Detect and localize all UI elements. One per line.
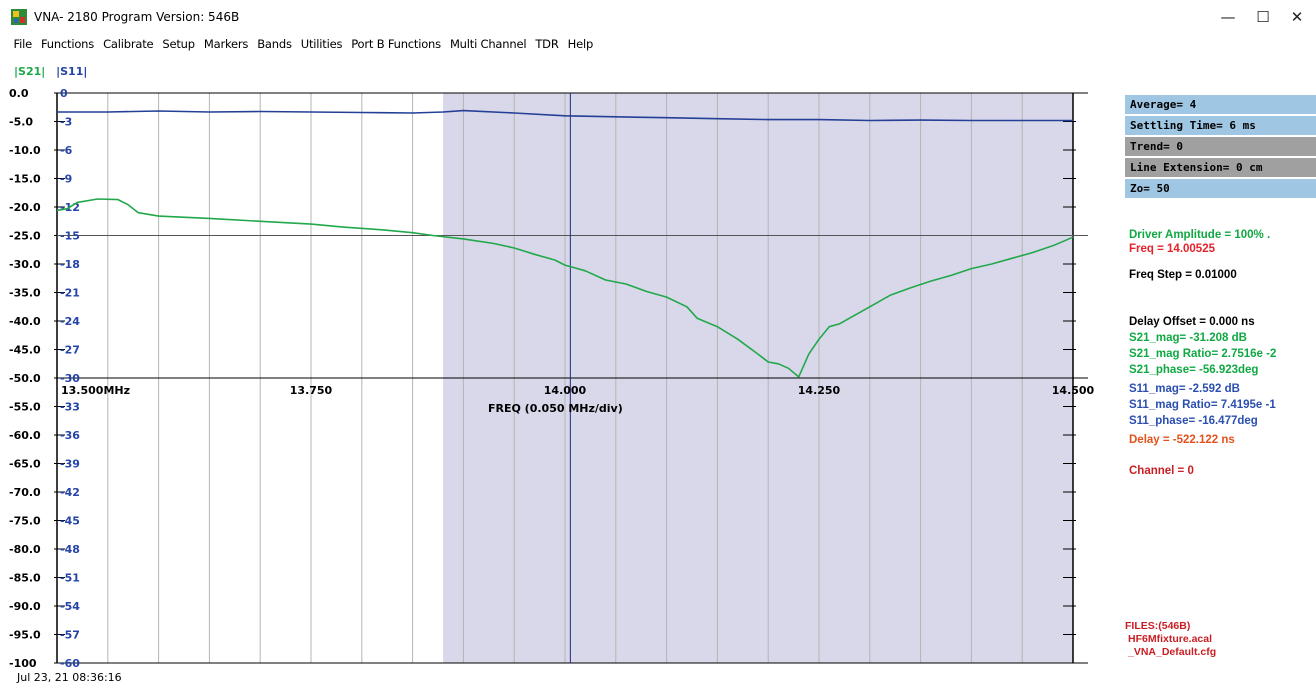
x-tick-label: 14.500	[1052, 384, 1095, 397]
freq-div-label: FREQ (0.050 MHz/div)	[488, 402, 623, 415]
y-tick-label-right: -54	[60, 600, 80, 613]
timestamp: Jul 23, 21 08:36:16	[17, 671, 122, 683]
s11-trace	[57, 109, 1073, 122]
y-tick-label-right: -21	[60, 287, 80, 300]
y-tick-label-right: -9	[60, 173, 72, 186]
y-tick-label-left: -80.0	[9, 543, 41, 556]
delay-offset-readout: Delay Offset = 0.000 ns	[1129, 316, 1255, 328]
menu-bar: File Functions Calibrate Setup Markers B…	[0, 34, 1316, 54]
y-tick-label-left: -20.0	[9, 201, 41, 214]
y-tick-label-right: -51	[60, 572, 80, 585]
trace-legend: |S21| |S11|	[14, 65, 87, 78]
y-tick-label-left: -75.0	[9, 515, 41, 528]
y-tick-label-left: -60.0	[9, 429, 41, 442]
freq-readout: Freq = 14.00525	[1129, 243, 1215, 255]
y-tick-label-right: -36	[60, 429, 80, 442]
y-tick-label-right: -48	[60, 543, 80, 556]
y-tick-label-right: -57	[60, 629, 80, 642]
line-extension-box[interactable]: Line Extension= 0 cm	[1125, 158, 1316, 177]
y-tick-label-right: -30	[60, 372, 80, 385]
menu-calibrate[interactable]: Calibrate	[103, 37, 154, 51]
x-tick-label: 14.000	[544, 384, 587, 397]
y-tick-label-left: -65.0	[9, 458, 41, 471]
y-tick-label-left: 0.0	[9, 87, 29, 100]
x-tick-label: 13.500MHz	[61, 384, 130, 397]
channel-readout: Channel = 0	[1129, 465, 1194, 477]
window-title: VNA- 2180 Program Version: 546B	[34, 10, 240, 24]
y-tick-label-left: -10.0	[9, 144, 41, 157]
s21-trace	[56, 198, 1074, 378]
menu-bands[interactable]: Bands	[257, 37, 292, 51]
menu-setup[interactable]: Setup	[162, 37, 195, 51]
y-tick-label-left: -50.0	[9, 372, 41, 385]
minimize-button[interactable]: —	[1220, 8, 1236, 26]
settling-time-box[interactable]: Settling Time= 6 ms	[1125, 116, 1316, 135]
menu-utilities[interactable]: Utilities	[300, 37, 343, 51]
app-icon	[11, 9, 27, 25]
y-tick-label-right: -45	[60, 515, 80, 528]
freq-step-readout: Freq Step = 0.01000	[1129, 269, 1237, 281]
x-tick-label: 13.750	[290, 384, 333, 397]
zo-box[interactable]: Zo= 50	[1125, 179, 1316, 198]
y-tick-label-left: -100	[9, 657, 37, 670]
menu-markers[interactable]: Markers	[203, 37, 249, 51]
y-tick-label-left: -95.0	[9, 629, 41, 642]
driver-amplitude-readout: Driver Amplitude = 100% .	[1129, 229, 1271, 241]
files-panel: FILES:(546B) HF6Mfixture.acal _VNA_Defau…	[1125, 620, 1216, 659]
y-tick-label-right: -39	[60, 458, 80, 471]
s11-phase-readout: S11_phase= -16.477deg	[1129, 415, 1258, 427]
y-tick-label-left: -40.0	[9, 315, 41, 328]
x-tick-label: 14.250	[798, 384, 841, 397]
y-tick-label-right: -24	[60, 315, 80, 328]
maximize-button[interactable]: ☐	[1256, 8, 1270, 26]
y-tick-label-left: -30.0	[9, 258, 41, 271]
cal-file: HF6Mfixture.acal	[1128, 633, 1213, 645]
menu-file[interactable]: File	[13, 37, 33, 51]
y-tick-label-left: -15.0	[9, 173, 41, 186]
y-tick-label-right: 0	[60, 87, 68, 100]
y-tick-label-left: -35.0	[9, 287, 41, 300]
delay-readout: Delay = -522.122 ns	[1129, 434, 1235, 446]
average-box[interactable]: Average= 4	[1125, 95, 1316, 114]
s21-phase-readout: S21_phase= -56.923deg	[1129, 364, 1259, 376]
s21-ratio-readout: S21_mag Ratio= 2.7516e -2	[1129, 348, 1277, 360]
menu-tdr[interactable]: TDR	[535, 37, 559, 51]
trend-box[interactable]: Trend= 0	[1125, 137, 1316, 156]
y-tick-label-left: -25.0	[9, 230, 41, 243]
close-button[interactable]: ✕	[1290, 8, 1304, 26]
s11-mag-readout: S11_mag= -2.592 dB	[1129, 383, 1240, 395]
files-header: FILES:(546B)	[1125, 620, 1191, 632]
y-tick-label-right: -42	[60, 486, 80, 499]
y-tick-label-right: -15	[60, 230, 80, 243]
s21-mag-readout: S21_mag= -31.208 dB	[1129, 332, 1247, 344]
y-tick-label-left: -85.0	[9, 572, 41, 585]
menu-multi-channel[interactable]: Multi Channel	[449, 37, 527, 51]
y-tick-label-right: -3	[60, 116, 72, 129]
menu-port-b-functions[interactable]: Port B Functions	[351, 37, 441, 51]
y-tick-label-right: -33	[60, 401, 80, 414]
menu-help[interactable]: Help	[567, 37, 594, 51]
y-tick-label-left: -70.0	[9, 486, 41, 499]
y-tick-label-left: -5.0	[9, 116, 33, 129]
s11-trace-label[interactable]: |S11|	[56, 65, 88, 78]
cfg-file: _VNA_Default.cfg	[1128, 646, 1217, 658]
y-tick-label-left: -45.0	[9, 344, 41, 357]
y-tick-label-left: -55.0	[9, 401, 41, 414]
y-tick-label-right: -27	[60, 344, 80, 357]
y-tick-label-right: -60	[60, 657, 80, 670]
menu-functions[interactable]: Functions	[40, 37, 95, 51]
y-tick-label-right: -6	[60, 144, 73, 157]
s21-trace-label[interactable]: |S21|	[14, 65, 46, 78]
title-bar: VNA- 2180 Program Version: 546B — ☐ ✕	[0, 0, 1316, 34]
vna-plot[interactable]: 0.0 -5.0 -10.0 -15.0 -20.0 -25.0 -30.0 -35.0 -40…	[0, 80, 1316, 670]
s11-ratio-readout: S11_mag Ratio= 7.4195e -1	[1129, 399, 1276, 411]
y-tick-label-right: -18	[60, 258, 80, 271]
y-tick-label-left: -90.0	[9, 600, 41, 613]
settings-panel: Average= 4 Settling Time= 6 ms Trend= 0 …	[1125, 95, 1316, 200]
